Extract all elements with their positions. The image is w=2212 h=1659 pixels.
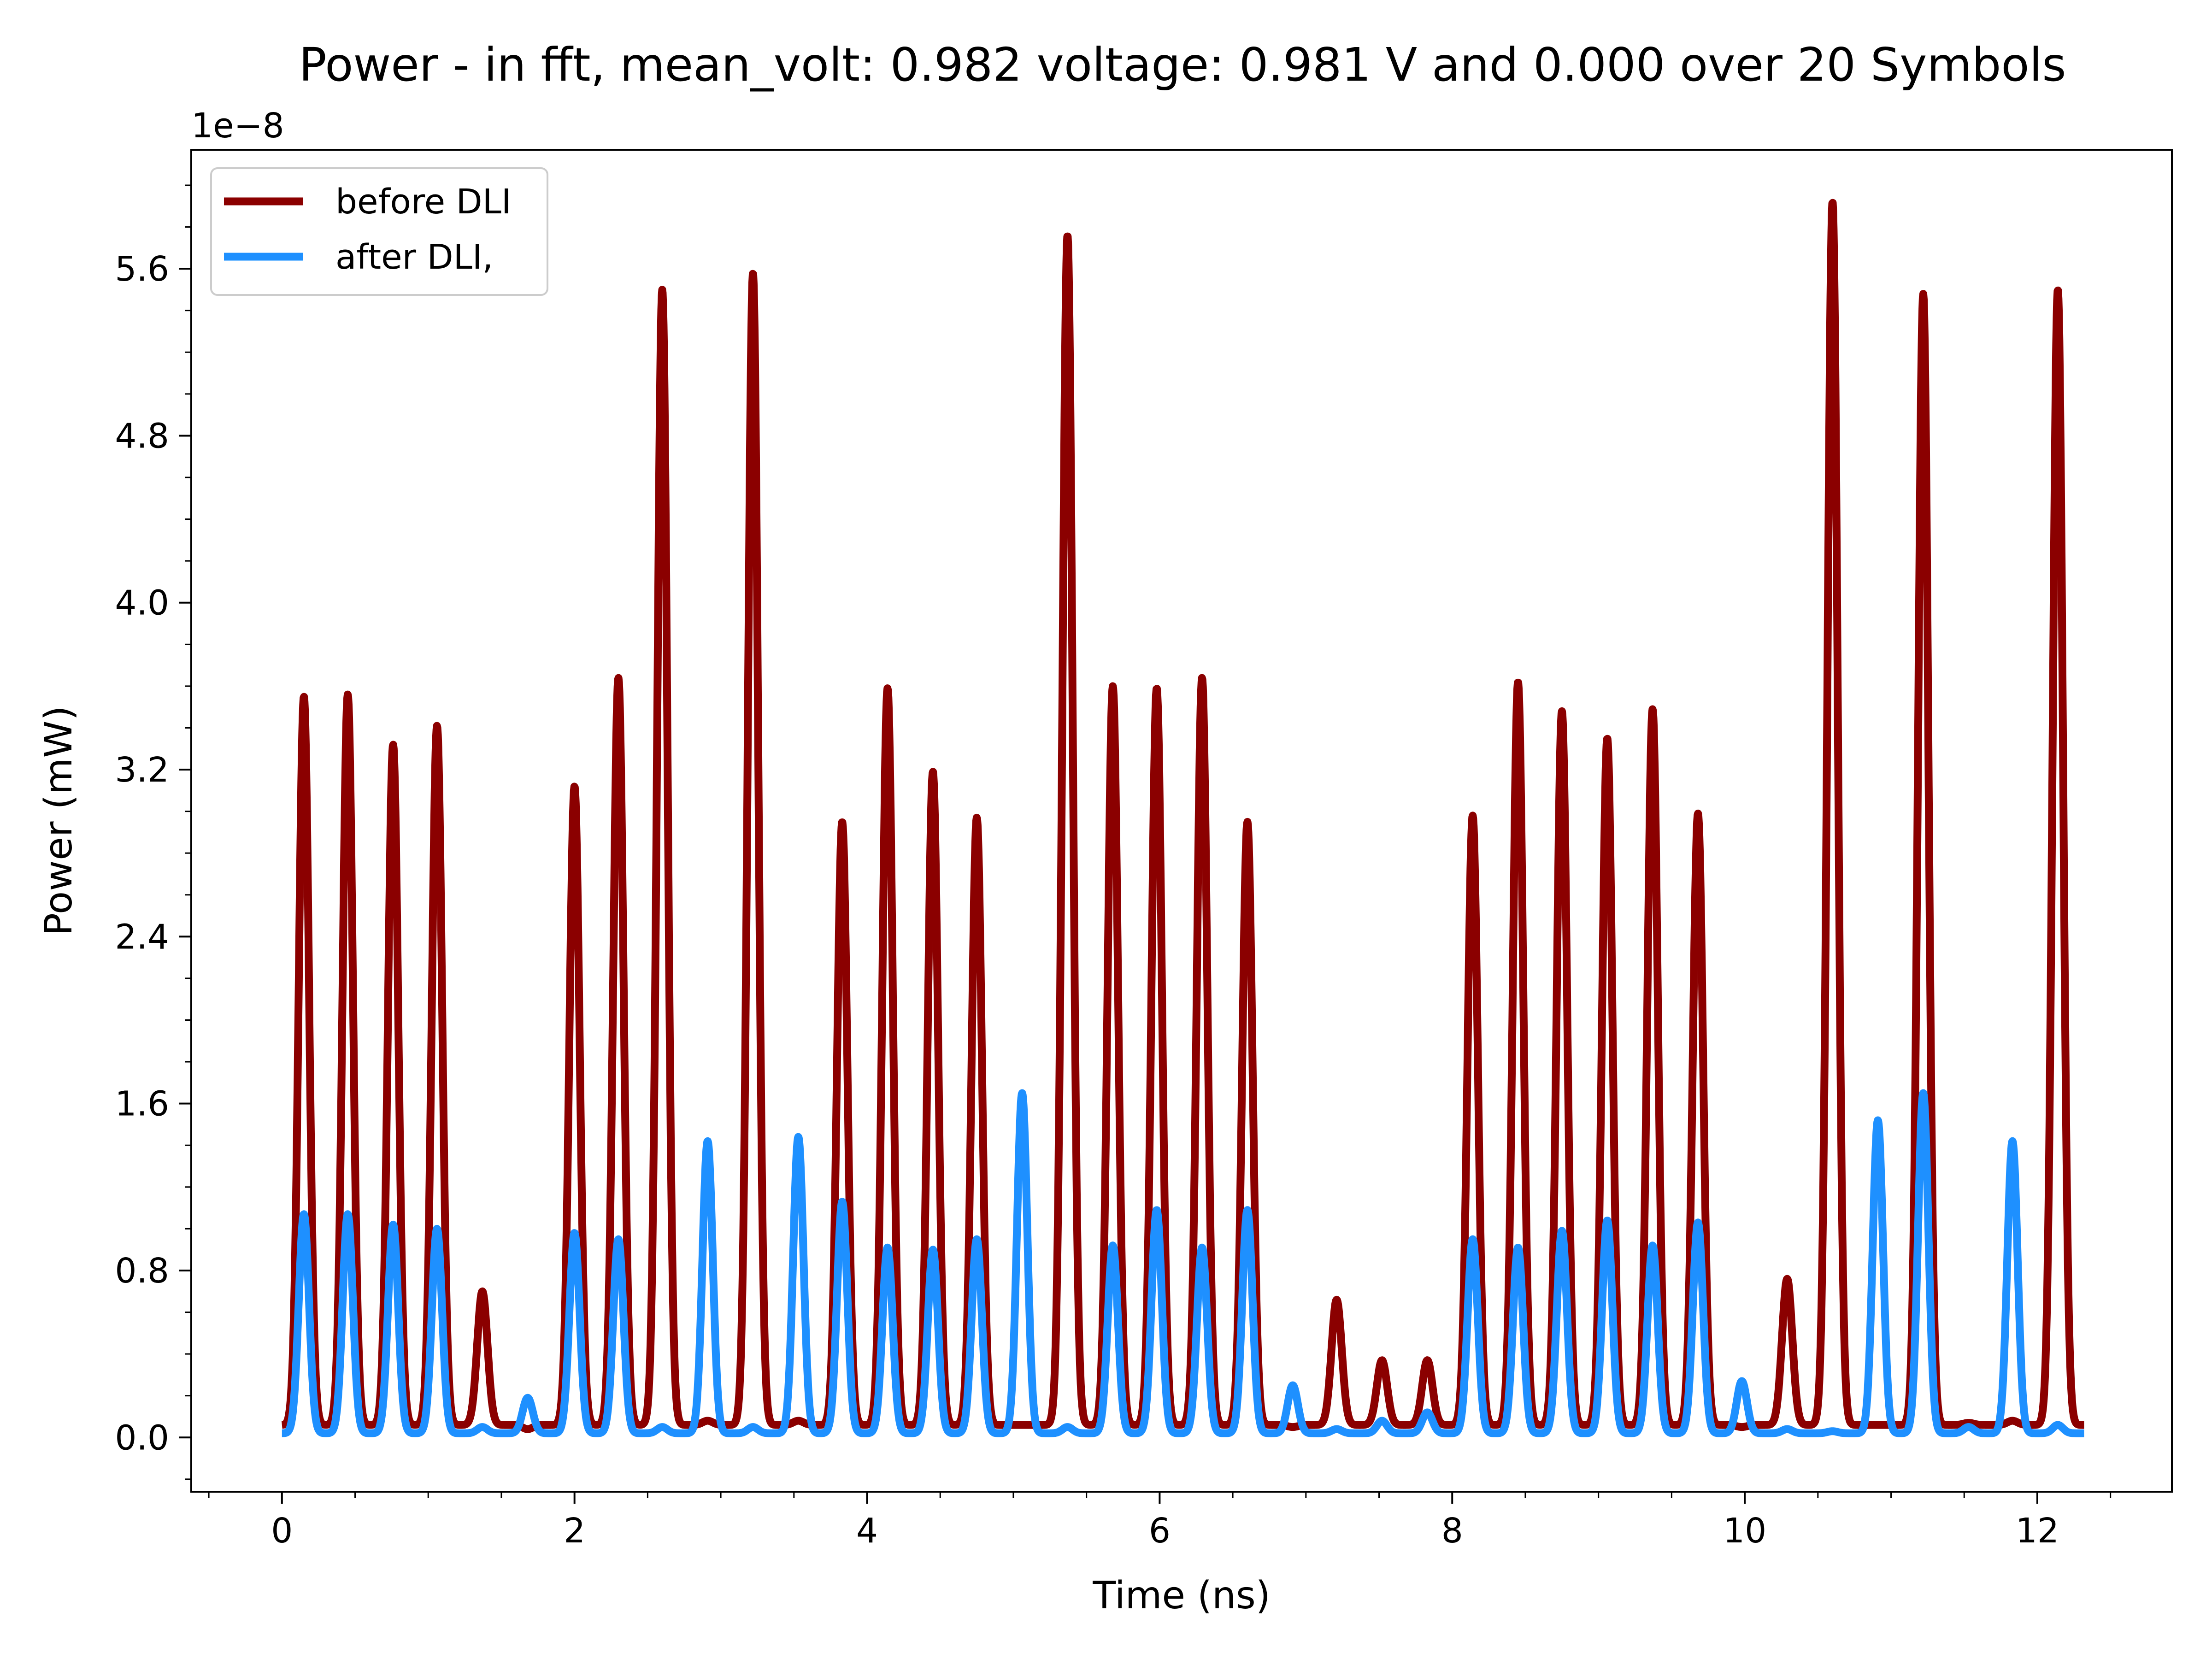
y-tick-label: 3.2 [115, 750, 169, 790]
plot-frame [190, 149, 2173, 1493]
x-tick-label: 8 [1441, 1511, 1463, 1551]
series-line-before-dli [278, 199, 2088, 1433]
y-tick-label: 4.0 [115, 583, 169, 623]
x-axis-label: Time (ns) [1092, 1574, 1270, 1618]
series-layer [278, 199, 2088, 1437]
legend-label: after DLI, [335, 237, 493, 277]
x-tick-label: 0 [271, 1511, 293, 1551]
x-tick-label: 6 [1149, 1511, 1171, 1551]
series-line-after-dli [278, 1089, 2088, 1437]
x-tick-label: 12 [2016, 1511, 2059, 1551]
y-axis: 0.0 0.8 1.6 2.4 3.2 4.0 4.8 5.6 [115, 184, 191, 1480]
chart-title: Power - in fft, mean_volt: 0.982 voltage… [299, 38, 2066, 92]
x-tick-label: 10 [1723, 1511, 1766, 1551]
y-tick-label: 1.6 [115, 1084, 169, 1124]
y-tick-label: 4.8 [115, 416, 169, 456]
y-tick-label: 0.8 [115, 1251, 169, 1291]
y-axis-label: Power (mW) [37, 706, 81, 936]
y-tick-label: 5.6 [115, 249, 169, 289]
y-tick-label: 2.4 [115, 917, 169, 957]
x-tick-label: 4 [856, 1511, 878, 1551]
x-tick-label: 2 [564, 1511, 585, 1551]
legend: before DLI after DLI, [210, 167, 548, 296]
y-offset-label: 1e−8 [191, 106, 284, 146]
y-tick-label: 0.0 [115, 1418, 169, 1458]
x-axis: 0 2 4 6 8 10 12 [208, 1492, 2112, 1551]
legend-label: before DLI [335, 182, 512, 222]
